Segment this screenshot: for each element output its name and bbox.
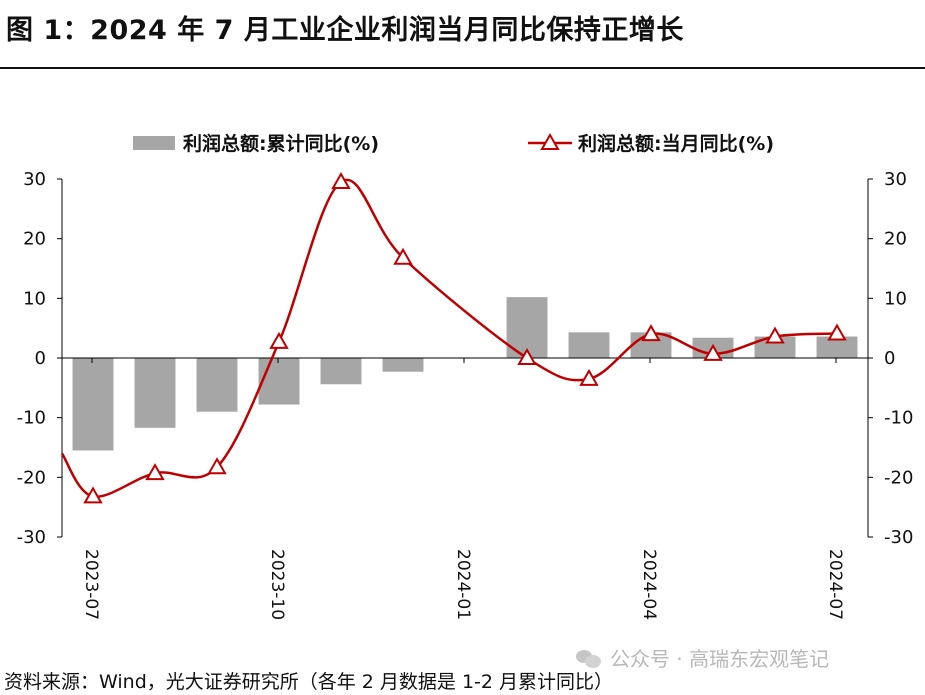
left-y-tick-label: -10: [17, 408, 46, 429]
left-y-tick-label: -20: [17, 467, 46, 488]
x-tick-label-group: 2024-01: [453, 549, 473, 620]
left-y-tick-label: -30: [17, 527, 46, 548]
bar: [320, 358, 362, 385]
bar: [382, 358, 424, 372]
x-tick-label: 2024-04: [639, 549, 659, 620]
x-tick-label: 2023-10: [267, 549, 287, 620]
legend-line-label: 利润总额:当月同比(%): [578, 132, 774, 155]
line-marker: [579, 368, 599, 386]
line-marker: [207, 457, 227, 475]
line-marker: [145, 463, 165, 481]
left-y-tick-label: 10: [23, 288, 46, 309]
right-y-tick-label: 20: [884, 229, 907, 250]
legend-line-marker: [540, 132, 560, 150]
bar: [258, 358, 300, 405]
line-marker: [517, 347, 537, 365]
left-y-tick-label: 20: [23, 229, 46, 250]
watermark: 公众号 · 高瑞东宏观笔记: [576, 643, 829, 672]
line-marker: [393, 247, 413, 265]
x-tick-label-group: 2023-07: [81, 549, 101, 620]
line-marker: [83, 486, 103, 504]
bar: [72, 358, 114, 451]
line-marker: [765, 326, 785, 344]
left-y-tick-label: 0: [35, 348, 46, 369]
x-tick-label-group: 2023-10: [267, 549, 287, 620]
bar: [816, 336, 858, 358]
right-y-tick-label: 0: [884, 348, 895, 369]
bar: [196, 358, 238, 412]
wechat-icon: [576, 648, 602, 668]
bar: [134, 358, 176, 428]
line-marker: [269, 331, 289, 349]
watermark-text: 公众号 · 高瑞东宏观笔记: [610, 647, 830, 671]
line-marker: [703, 343, 723, 361]
x-tick-label: 2024-07: [825, 549, 845, 620]
line-marker: [331, 171, 351, 189]
right-y-tick-label: -10: [884, 408, 913, 429]
line-marker: [641, 324, 661, 342]
left-y-tick-label: 30: [23, 169, 46, 190]
line-series: [60, 178, 838, 498]
right-y-tick-label: 10: [884, 288, 907, 309]
bar: [568, 332, 610, 358]
legend-bar-label: 利润总额:累计同比(%): [183, 132, 379, 155]
legend-bar-swatch: [133, 136, 175, 150]
right-y-tick-label: -20: [884, 467, 913, 488]
x-tick-label-group: 2024-04: [639, 549, 659, 620]
title-divider: [0, 67, 925, 69]
x-tick-label: 2024-01: [453, 549, 473, 620]
right-y-tick-label: 30: [884, 169, 907, 190]
chart-title: 图 1：2024 年 7 月工业企业利润当月同比保持正增长: [6, 15, 684, 46]
line-marker: [827, 323, 847, 341]
x-tick-label: 2023-07: [81, 549, 101, 620]
right-y-tick-label: -30: [884, 527, 913, 548]
x-tick-label-group: 2024-07: [825, 549, 845, 620]
source-note: 资料来源：Wind，光大证券研究所（各年 2 月数据是 1-2 月累计同比）: [4, 671, 614, 693]
bar: [754, 336, 796, 358]
